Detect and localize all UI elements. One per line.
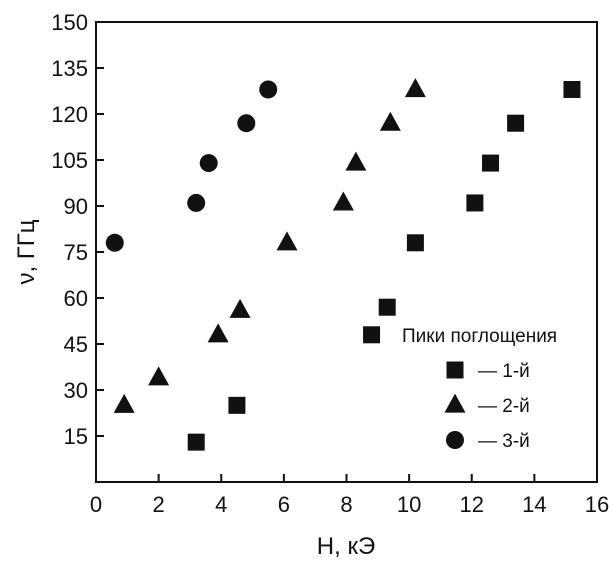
circle-point — [199, 154, 218, 173]
square-point — [482, 154, 500, 172]
square-point — [187, 433, 205, 451]
y-tick-label: 135 — [51, 56, 88, 81]
square-point — [363, 326, 381, 344]
y-tick-label: 75 — [64, 240, 88, 265]
y-axis-ticks: 15 30 45 60 75 90 105 120 135 150 — [51, 10, 104, 449]
triangle-point — [404, 78, 426, 98]
y-tick-label: 105 — [51, 148, 88, 173]
triangle-point — [332, 191, 354, 211]
y-tick-label: 45 — [64, 332, 88, 357]
triangle-point — [345, 151, 367, 171]
x-tick-label: 4 — [215, 492, 227, 517]
circle-point — [259, 80, 278, 99]
x-axis-title: H, кЭ — [317, 533, 375, 560]
x-tick-label: 16 — [585, 492, 609, 517]
square-point — [507, 114, 525, 132]
x-tick-label: 6 — [278, 492, 290, 517]
square-point — [378, 298, 396, 316]
y-tick-label: 150 — [51, 10, 88, 35]
triangle-point — [207, 323, 229, 343]
x-tick-label: 0 — [90, 492, 102, 517]
triangle-point — [229, 298, 251, 318]
triangle-point — [379, 111, 401, 131]
y-axis-title: ν, ГГц — [13, 219, 40, 284]
y-tick-label: 90 — [64, 194, 88, 219]
circle-point — [105, 233, 124, 252]
legend-label: — 1-й — [478, 361, 530, 382]
square-point — [406, 234, 424, 252]
triangle-point — [276, 231, 298, 251]
legend-circle-icon — [446, 431, 464, 449]
square-point — [228, 396, 246, 414]
legend-label: — 3-й — [478, 431, 530, 452]
y-tick-label: 120 — [51, 102, 88, 127]
triangle-point — [113, 393, 135, 413]
legend-label: — 2-й — [478, 396, 530, 417]
triangle-point — [148, 366, 170, 386]
x-tick-label: 12 — [460, 492, 484, 517]
legend-title: Пики поглощения — [402, 326, 557, 347]
legend-square-icon — [446, 361, 464, 379]
data-points — [105, 78, 581, 451]
square-point — [563, 80, 581, 98]
x-tick-label: 10 — [397, 492, 421, 517]
x-tick-label: 8 — [340, 492, 352, 517]
y-tick-label: 30 — [64, 378, 88, 403]
circle-point — [237, 114, 256, 133]
x-tick-label: 14 — [522, 492, 546, 517]
y-tick-label: 60 — [64, 286, 88, 311]
square-point — [466, 194, 484, 212]
circle-point — [187, 193, 206, 212]
legend-triangle-icon — [444, 393, 466, 413]
y-tick-label: 15 — [64, 424, 88, 449]
legend: Пики поглощения — 1-й — 2-й — 3-й — [402, 326, 557, 452]
x-tick-label: 2 — [153, 492, 165, 517]
x-axis-ticks: 0 2 4 6 8 10 12 14 16 — [90, 474, 609, 517]
